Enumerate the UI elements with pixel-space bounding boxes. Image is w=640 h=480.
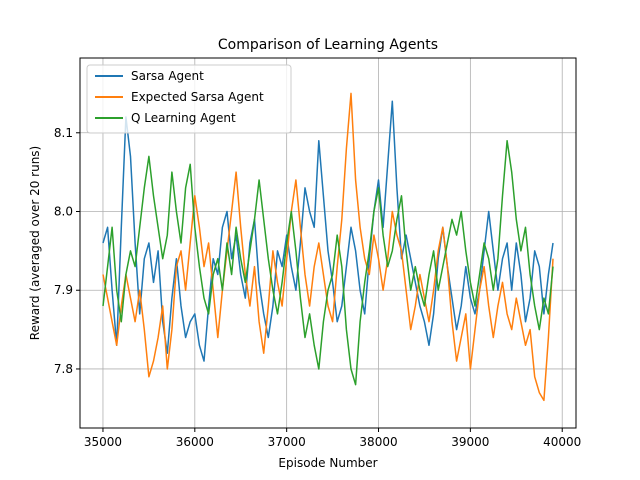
x-axis-label: Episode Number [278,456,377,470]
legend-label: Sarsa Agent [131,69,204,83]
y-tick-label: 7.8 [54,362,73,376]
y-tick-label: 7.9 [54,283,73,297]
chart-title: Comparison of Learning Agents [218,37,438,53]
legend-label: Expected Sarsa Agent [131,90,264,104]
x-tick-label: 40000 [543,435,581,449]
x-tick-label: 39000 [451,435,489,449]
x-tick-label: 38000 [359,435,397,449]
series-lines [102,92,554,402]
y-axis-ticks: 7.8 7.9 8.0 8.1 [54,126,80,376]
series-line-expected-sarsa-agent [102,92,554,402]
plot-frame [79,57,577,429]
x-axis-ticks: 35000 36000 37000 38000 39000 40000 [84,428,581,449]
legend: Sarsa Agent Expected Sarsa Agent Q Learnin… [86,64,292,134]
y-axis-label: Reward (averaged over 20 runs) [28,146,42,340]
y-tick-label: 8.0 [54,205,73,219]
legend-box [86,64,292,134]
x-tick-label: 35000 [84,435,122,449]
legend-label: Q Learning Agent [131,111,236,125]
series-line-q-learning-agent [102,139,554,386]
y-tick-label: 8.1 [54,126,73,140]
x-tick-label: 37000 [268,435,306,449]
x-tick-label: 36000 [176,435,214,449]
